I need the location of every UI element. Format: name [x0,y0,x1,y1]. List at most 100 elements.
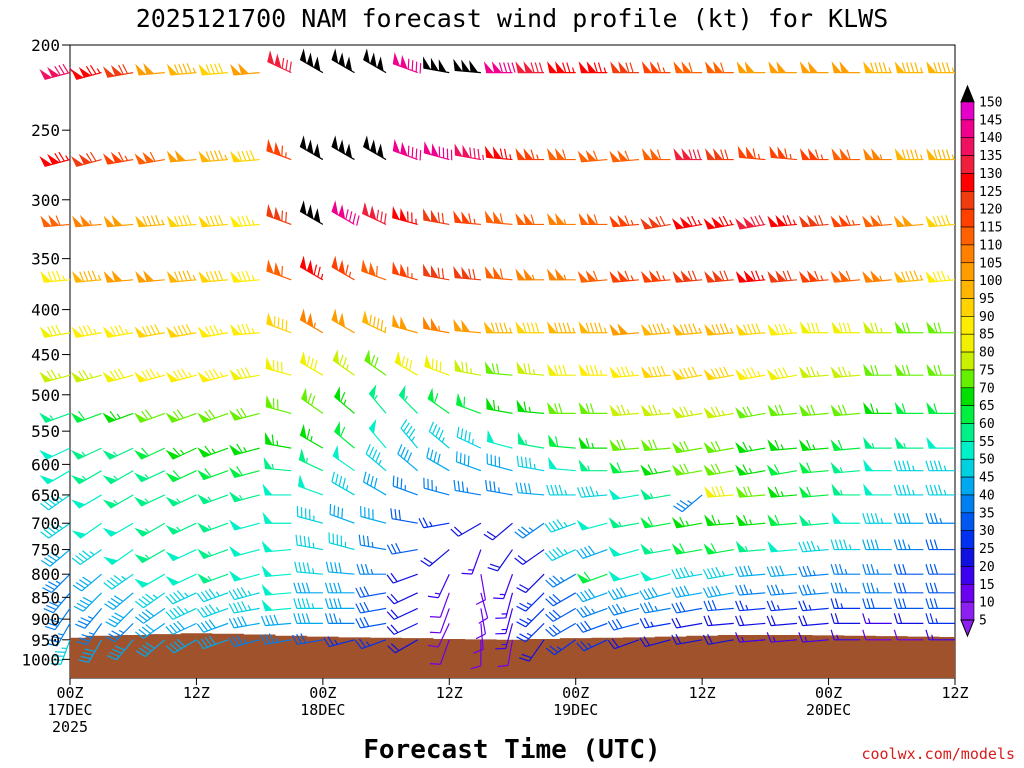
credit-text[interactable]: coolwx.com/models [861,745,1015,763]
barb-feather [898,539,903,550]
barb-feather [535,322,540,333]
barb-pennant [870,214,882,227]
barb-feather [82,576,92,584]
barb-feather [165,611,174,620]
barb-feather [878,62,883,73]
wind-barb [72,573,102,592]
wind-barb [673,148,703,161]
barb-feather [208,369,216,380]
wind-barb [428,421,450,449]
barb-feather [305,613,311,624]
barb-half-feather [93,328,97,334]
barb-feather [360,564,365,575]
barb-pennant [392,314,400,329]
barb-feather [89,151,97,162]
barb-half-feather [947,275,951,281]
wind-barb [197,494,229,505]
wind-barb [640,464,671,476]
x-tick-date: 19DEC [553,701,598,719]
barb-feather [491,363,496,374]
barb-feather [218,63,224,74]
barb-feather [839,582,844,593]
barb-half-feather [96,68,101,74]
barb-half-feather [58,633,64,636]
barb-feather [273,316,276,327]
barb-feather [141,626,151,634]
barb-feather [775,565,780,576]
wind-barb [830,539,861,551]
colorbar-label: 25 [979,542,995,557]
barb-feather [643,617,650,628]
barb-feather [306,428,311,440]
wind-barb [355,601,387,614]
colorbar-segment [960,548,975,567]
barb-shaft [393,622,418,635]
barb-feather [866,539,871,550]
barb-shaft [613,592,640,601]
barb-pennant [767,323,779,336]
barb-feather [172,447,181,457]
barb-feather [433,451,438,463]
barb-pennant [925,270,937,283]
barb-feather [687,216,693,227]
wind-barb [703,615,734,627]
wind-barb [298,448,324,472]
barb-feather [735,615,741,626]
barb-feather [499,322,504,333]
barb-feather [802,600,808,611]
barb-pennant [261,599,273,612]
barb-feather [656,323,662,334]
barb-feather [830,598,835,609]
barb-feather [866,582,871,593]
barb-feather [181,324,188,335]
barb-pennant [47,66,61,78]
barb-shaft [582,548,608,560]
barb-feather [145,369,152,380]
barb-feather [815,322,820,333]
barb-feather [929,564,934,575]
wind-barb [893,629,924,641]
barb-feather [293,582,298,593]
barb-pennant [745,146,755,160]
wind-barb [607,587,640,601]
wind-barb [165,638,197,654]
barb-feather [683,463,690,474]
colorbar-top-arrow [960,84,975,103]
barb-feather [743,565,749,576]
wind-barb [456,392,482,414]
barb-feather [585,365,590,376]
wind-barb [735,632,766,643]
barb-feather [112,648,123,654]
barb-feather [528,483,532,494]
wind-barb [102,64,134,78]
barb-half-feather [57,496,63,501]
barb-feather [837,439,843,450]
x-tick-label: 00Z [562,684,589,702]
barb-half-feather [939,518,943,524]
wind-barb [329,503,355,524]
wind-barb [470,639,482,670]
barb-feather [470,665,482,670]
barb-feather [376,318,380,329]
barb-feather [176,638,186,647]
barb-feather [109,410,117,420]
barb-feather [584,546,592,556]
barb-feather [516,587,527,594]
wind-barb [261,599,292,612]
barb-feather [607,620,615,631]
wind-barb [547,402,576,415]
barb-feather [340,426,346,437]
wind-barb [671,440,703,454]
barb-feather [114,645,125,651]
wind-barb [392,52,422,74]
barb-feather [893,582,898,593]
barb-pennant [334,420,341,437]
barb-half-feather [879,154,883,160]
barb-feather [363,601,370,612]
wind-barb [423,56,450,74]
barb-feather [898,460,903,471]
barb-half-feather [313,322,316,328]
wind-barb [830,214,861,228]
barb-half-feather [243,446,247,453]
wind-barb [735,615,766,627]
